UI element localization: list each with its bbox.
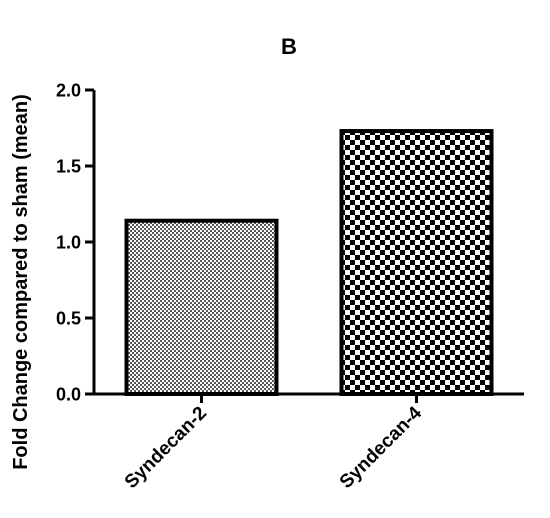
y-tick-label: 1.0 [56, 233, 81, 253]
y-ticks-group: 0.0 0.5 1.0 1.5 2.0 [56, 81, 94, 405]
bar-syndecan-4 [339, 129, 494, 396]
bar-syndecan-2 [124, 218, 279, 396]
x-category-label: Syndecan-2 [121, 403, 211, 493]
y-axis-label: Fold Change compared to sham (mean) [10, 94, 32, 470]
chart-title: B [281, 34, 297, 59]
y-tick-label: 2.0 [56, 81, 81, 101]
x-ticks-group: Syndecan-2 Syndecan-4 [121, 394, 427, 493]
x-category-label: Syndecan-4 [336, 402, 427, 493]
y-tick-label: 0.5 [56, 309, 81, 329]
y-tick-label: 0.0 [56, 385, 81, 405]
bars-group [124, 129, 494, 396]
y-tick-label: 1.5 [56, 157, 81, 177]
